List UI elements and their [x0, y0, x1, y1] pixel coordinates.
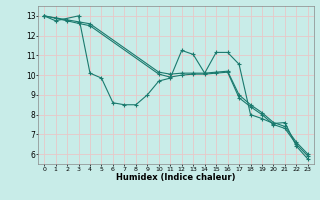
X-axis label: Humidex (Indice chaleur): Humidex (Indice chaleur)	[116, 173, 236, 182]
